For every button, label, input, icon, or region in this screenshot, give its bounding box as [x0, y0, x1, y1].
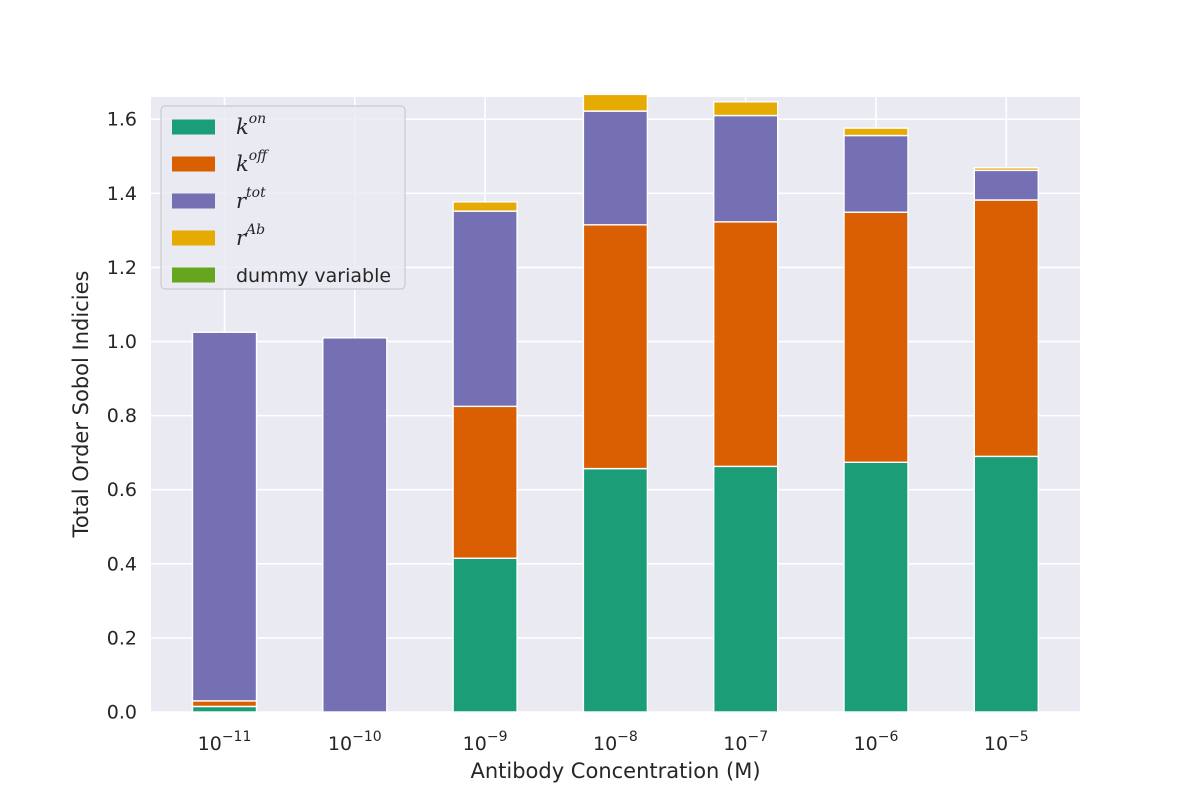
x-tick-label: 10−11: [198, 729, 252, 755]
y-tick-label: 0.0: [107, 702, 137, 724]
bar-segment: [713, 465, 779, 713]
x-tick-label: 10−7: [723, 729, 768, 755]
y-tick-label: 0.4: [107, 553, 137, 575]
y-axis-label: Total Order Sobol Indicies: [69, 271, 93, 539]
x-tick-label: 10−8: [593, 729, 638, 755]
bar-segment: [843, 461, 909, 713]
bar-segment: [191, 331, 258, 702]
x-tick-label: 10−10: [328, 729, 382, 755]
y-tick-label: 0.8: [107, 405, 137, 427]
y-tick-label: 1.0: [107, 331, 137, 353]
bar-stacks: [191, 93, 1039, 713]
bar-segment: [582, 467, 649, 713]
bar-segment: [582, 110, 649, 226]
bar-segment: [713, 221, 779, 468]
y-tick-label: 1.2: [107, 257, 137, 279]
y-tick-label: 0.2: [107, 627, 137, 649]
bar-segment: [973, 169, 1039, 201]
legend-label: rtot: [236, 185, 266, 213]
bar-segment: [452, 405, 518, 559]
legend-swatch: [172, 267, 215, 283]
y-tick-labels: 0.0 0.2 0.4 0.6 0.8 1.0 1.2 1.4 1.6: [107, 109, 137, 724]
legend-frame: [160, 105, 406, 290]
y-tick-label: 1.6: [107, 109, 137, 131]
legend-swatch: [172, 193, 215, 209]
legend-swatch: [172, 119, 215, 135]
bar-segment: [582, 93, 649, 112]
bar-segment: [452, 210, 518, 408]
bar-segment: [973, 455, 1039, 713]
bar-segment: [191, 705, 258, 713]
x-tick-labels: 10−11 10−10 10−9 10−8 10−7 10−6 10−5: [198, 729, 1029, 755]
bar-segment: [713, 114, 779, 223]
y-tick-label: 1.4: [107, 183, 137, 205]
bar-segment: [843, 127, 909, 137]
bar-segment: [322, 337, 388, 713]
legend-swatch: [172, 156, 215, 172]
legend-label: rAb: [236, 222, 265, 250]
legend: kon koff rtot rAb dummy variable: [160, 105, 406, 290]
x-tick-label: 10−9: [463, 729, 508, 755]
legend-label: kon: [236, 111, 266, 139]
x-tick-label: 10−5: [984, 729, 1029, 755]
bar-segment: [843, 134, 909, 213]
legend-swatch: [172, 230, 215, 246]
bar-segment: [713, 101, 779, 117]
legend-label: koff: [236, 148, 269, 176]
x-axis-label: Antibody Concentration (M): [470, 759, 760, 783]
y-tick-label: 0.6: [107, 479, 137, 501]
bar-segment: [973, 199, 1039, 458]
bar-segment: [452, 557, 518, 713]
bar-segment: [452, 201, 518, 212]
bar-segment: [843, 211, 909, 463]
bar-segment: [582, 224, 649, 470]
bar-segment: [973, 167, 1039, 172]
legend-label: dummy variable: [236, 265, 391, 287]
x-tick-label: 10−6: [854, 729, 899, 755]
bar-segment: [191, 700, 258, 708]
